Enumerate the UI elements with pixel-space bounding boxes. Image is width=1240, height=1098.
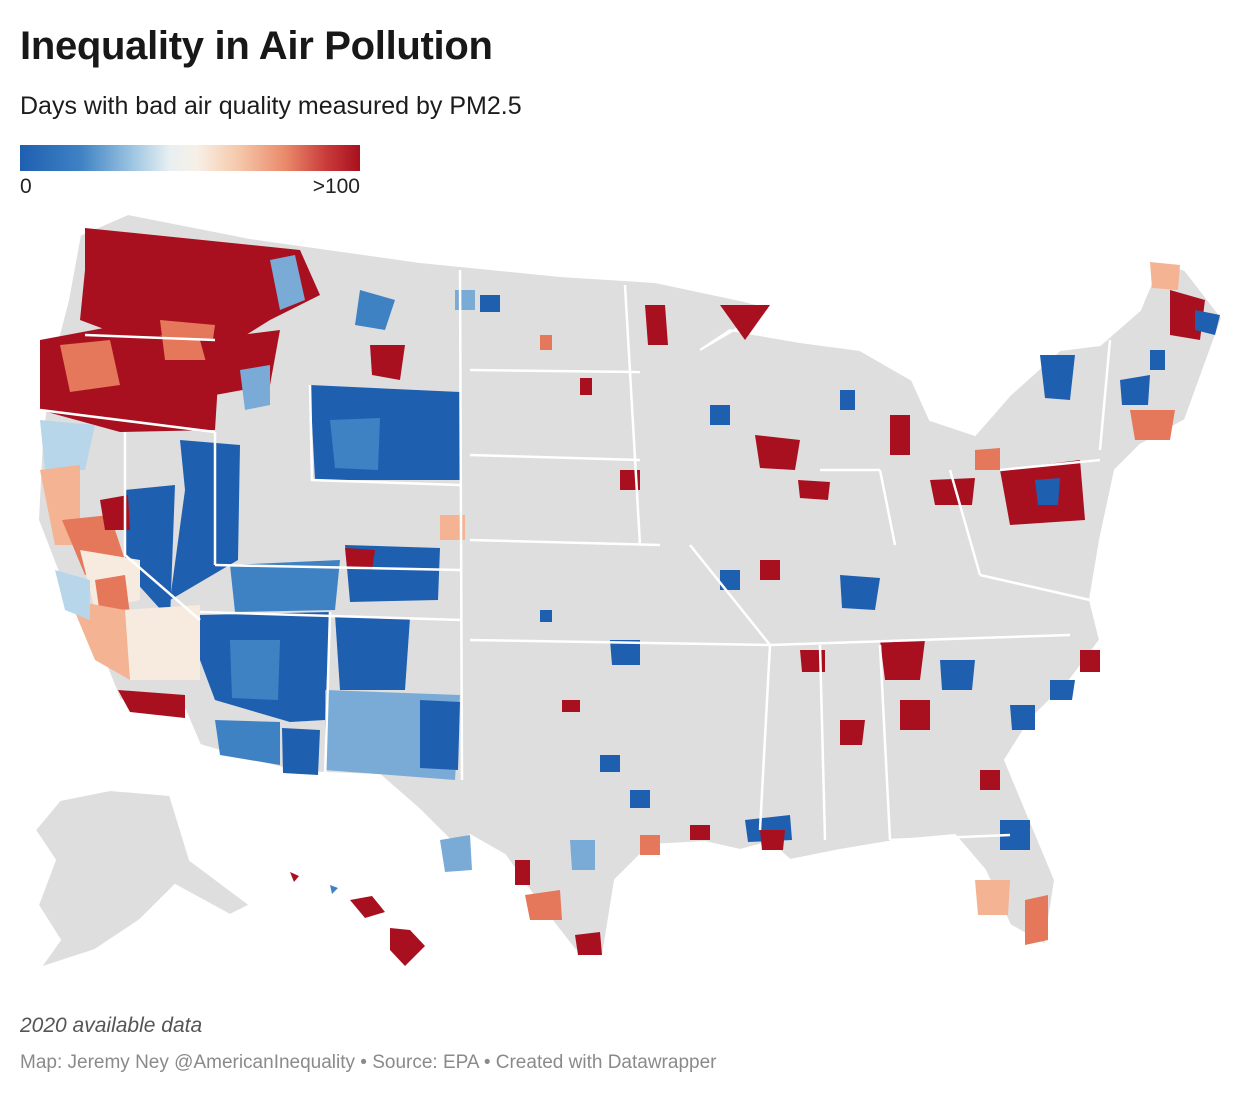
chart-title: Inequality in Air Pollution (20, 24, 493, 68)
chart-subtitle: Days with bad air quality measured by PM… (20, 92, 522, 120)
alaska-shape (33, 788, 252, 970)
county-fills (40, 228, 1220, 955)
data-year-note: 2020 available data (20, 1014, 203, 1037)
legend-max-label: >100 (312, 175, 360, 198)
us-county-map[interactable] (0, 200, 1240, 1000)
legend-gradient-bar (20, 145, 360, 171)
hawaii-islands (290, 872, 425, 966)
state-borders (39, 269, 1112, 842)
color-legend: 0 >100 (20, 145, 360, 198)
legend-min-label: 0 (20, 175, 32, 198)
source-credit: Map: Jeremy Ney @AmericanInequality • So… (20, 1052, 717, 1073)
